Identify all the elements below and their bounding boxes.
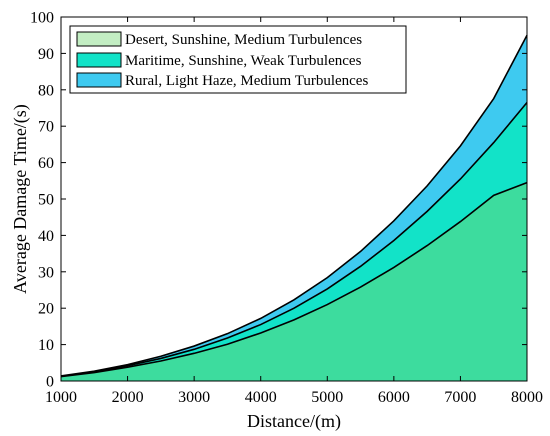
legend-label: Maritime, Sunshine, Weak Turbulences	[125, 53, 362, 69]
y-tick-label: 50	[38, 192, 54, 209]
y-tick-label: 60	[38, 155, 54, 172]
y-tick-label: 30	[38, 264, 54, 281]
y-tick-label: 40	[38, 228, 54, 245]
x-axis-label: Distance/(m)	[247, 411, 341, 432]
y-tick-label: 70	[38, 119, 54, 136]
legend-box	[69, 25, 407, 94]
legend-item: Rural, Light Haze, Medium Turbulences	[76, 72, 368, 89]
series-line	[60, 102, 528, 378]
series-curves	[60, 34, 528, 378]
series-line	[60, 34, 528, 377]
y-tick-label: 10	[38, 337, 54, 354]
x-tick-label: 2000	[112, 389, 144, 406]
legend-swatch	[76, 72, 122, 88]
y-tick-label: 90	[38, 46, 54, 63]
x-axis-ticks: 1000 2000 3000 4000 5000 6000 7000 8000	[45, 17, 543, 406]
legend-swatch	[76, 52, 122, 68]
x-tick-label: 5000	[311, 389, 343, 406]
legend-item: Maritime, Sunshine, Weak Turbulences	[76, 52, 362, 69]
y-tick-label: 0	[46, 374, 54, 391]
x-tick-label: 8000	[511, 389, 543, 406]
plot-area: 1000 2000 3000 4000 5000 6000 7000 8000 0 10 20 30…	[30, 10, 543, 407]
legend-label: Rural, Light Haze, Medium Turbulences	[125, 73, 368, 89]
legend-swatch	[76, 31, 122, 47]
y-axis-ticks: 0 10 20 30 40 50 60 70 80 90 100	[30, 10, 527, 391]
y-axis-label: Average Damage Time/(s)	[10, 104, 31, 294]
x-tick-label: 7000	[444, 389, 476, 406]
x-tick-label: 3000	[178, 389, 210, 406]
x-tick-label: 6000	[378, 389, 410, 406]
area-fill-base	[61, 182, 527, 381]
x-tick-label: 4000	[245, 389, 277, 406]
legend-item: Desert, Sunshine, Medium Turbulences	[76, 31, 362, 48]
y-tick-label: 100	[30, 10, 54, 27]
y-tick-label: 80	[38, 82, 54, 99]
series-line	[60, 181, 528, 378]
legend: Desert, Sunshine, Medium Turbulences Mar…	[69, 25, 407, 94]
y-tick-label: 20	[38, 301, 54, 318]
area-fill-band	[61, 102, 527, 377]
x-tick-label: 1000	[45, 389, 77, 406]
legend-label: Desert, Sunshine, Medium Turbulences	[125, 32, 362, 48]
